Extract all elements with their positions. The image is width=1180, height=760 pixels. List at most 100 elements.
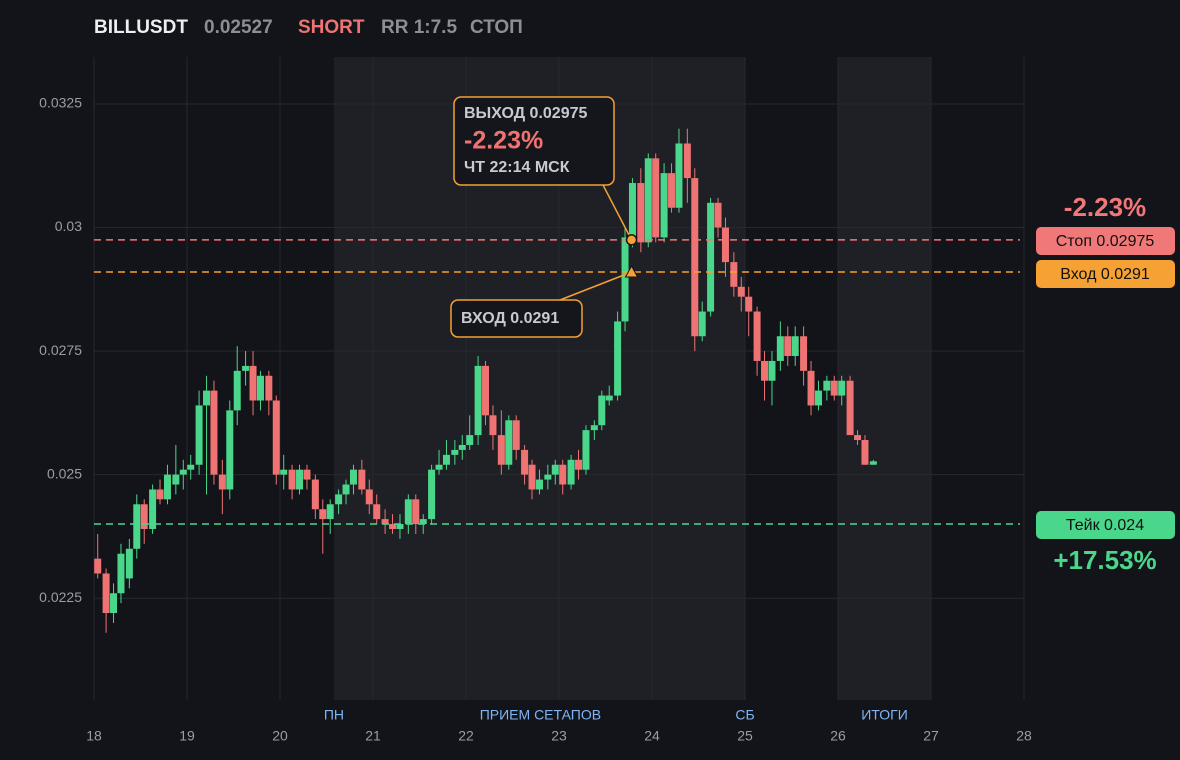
candle-body: [233, 370, 241, 411]
candle-body: [598, 395, 606, 426]
candle-body: [203, 390, 211, 406]
entry-marker: [624, 264, 639, 278]
entry-callout: [450, 299, 583, 338]
candle-body: [311, 479, 319, 510]
candle-body: [396, 524, 404, 529]
candle-body: [800, 336, 808, 371]
candle-body: [698, 311, 706, 337]
candle-body: [381, 519, 389, 525]
candle-body: [342, 484, 350, 495]
exit-pct: -2.23%: [464, 127, 543, 155]
candle-body: [373, 504, 381, 520]
candle-body: [512, 420, 520, 450]
candle-body: [535, 479, 543, 490]
candle-body: [637, 183, 645, 243]
candle-body: [691, 178, 699, 337]
candle-body: [256, 375, 264, 401]
candle-body: [140, 504, 148, 529]
candle-body: [869, 461, 877, 465]
candle-body: [675, 143, 683, 208]
candle-body: [521, 449, 529, 475]
candle-body: [412, 499, 420, 525]
candle-body: [621, 237, 629, 322]
candle-body: [102, 573, 110, 614]
candle-body: [776, 336, 784, 361]
candle-body: [505, 420, 513, 465]
candle-body: [807, 370, 815, 406]
candle-body: [559, 464, 567, 485]
candle-body: [784, 336, 792, 357]
candle-body: [94, 558, 102, 574]
x-tick-label: 26: [830, 728, 846, 744]
candle-body: [404, 499, 412, 525]
candle-body: [497, 435, 505, 465]
callout-connector: [559, 271, 632, 301]
y-tick-label: 0.0225: [39, 589, 82, 605]
candle-body: [303, 469, 311, 480]
candle-body: [838, 380, 846, 396]
candle-body: [846, 380, 854, 436]
candle-body: [551, 464, 559, 475]
candle-body: [242, 365, 250, 371]
candle-body: [117, 553, 125, 594]
x-tick-label: 21: [365, 728, 381, 744]
candle-body: [582, 430, 590, 470]
candle-body: [195, 405, 203, 465]
candle-body: [644, 158, 652, 243]
session-label: ИТОГИ: [861, 707, 908, 723]
candle-body: [567, 459, 575, 485]
candle-body: [156, 489, 164, 500]
level-badge: [1036, 511, 1175, 539]
candle-body: [265, 375, 273, 401]
candle-body: [249, 365, 257, 401]
x-tick-label: 18: [86, 728, 102, 744]
candle-body: [349, 469, 357, 485]
exit-callout: [453, 96, 615, 186]
candle-body: [628, 183, 636, 238]
level-label: Стоп 0.02975: [1056, 233, 1155, 250]
candle-body: [753, 311, 761, 361]
candle-body: [544, 474, 552, 480]
x-tick-label: 28: [1016, 728, 1032, 744]
candle-body: [823, 380, 831, 391]
exit-time: ЧТ 22:14 МСК: [464, 159, 570, 176]
x-tick-label: 19: [179, 728, 195, 744]
header-price: 0.02527: [204, 17, 273, 38]
level-pct: -2.23%: [1064, 192, 1146, 222]
candle-body: [172, 474, 180, 485]
session-label: ПН: [324, 707, 344, 723]
candle-body: [466, 435, 474, 445]
symbol: BILLUSDT: [94, 17, 188, 38]
candle-body: [714, 202, 722, 228]
candle-body: [335, 494, 343, 505]
candle-body: [707, 202, 715, 312]
candle-body: [528, 464, 536, 490]
y-tick-label: 0.03: [55, 218, 82, 234]
candle-body: [218, 474, 226, 490]
y-tick-label: 0.0325: [39, 95, 82, 111]
session-band: [838, 57, 931, 700]
candle-body: [326, 504, 334, 520]
level-label: Тейк 0.024: [1066, 517, 1144, 534]
candle-body: [428, 469, 436, 520]
x-tick-label: 27: [923, 728, 939, 744]
header-status: СТОП: [470, 17, 523, 38]
candle-body: [435, 464, 443, 470]
exit-marker: [625, 234, 638, 246]
candle-body: [210, 390, 218, 475]
candle-body: [730, 262, 738, 287]
candle-body: [721, 227, 729, 263]
candle-body: [683, 143, 691, 179]
candle-body: [791, 336, 799, 357]
x-tick-label: 24: [644, 728, 660, 744]
candle-body: [768, 360, 776, 381]
candle-body: [280, 469, 288, 475]
candle-body: [590, 425, 598, 431]
x-tick-label: 25: [737, 728, 753, 744]
candle-body: [319, 509, 327, 520]
y-tick-label: 0.0275: [39, 342, 82, 358]
candle-body: [482, 365, 490, 416]
candle-body: [272, 400, 280, 475]
candle-body: [110, 593, 118, 614]
x-tick-label: 23: [551, 728, 567, 744]
